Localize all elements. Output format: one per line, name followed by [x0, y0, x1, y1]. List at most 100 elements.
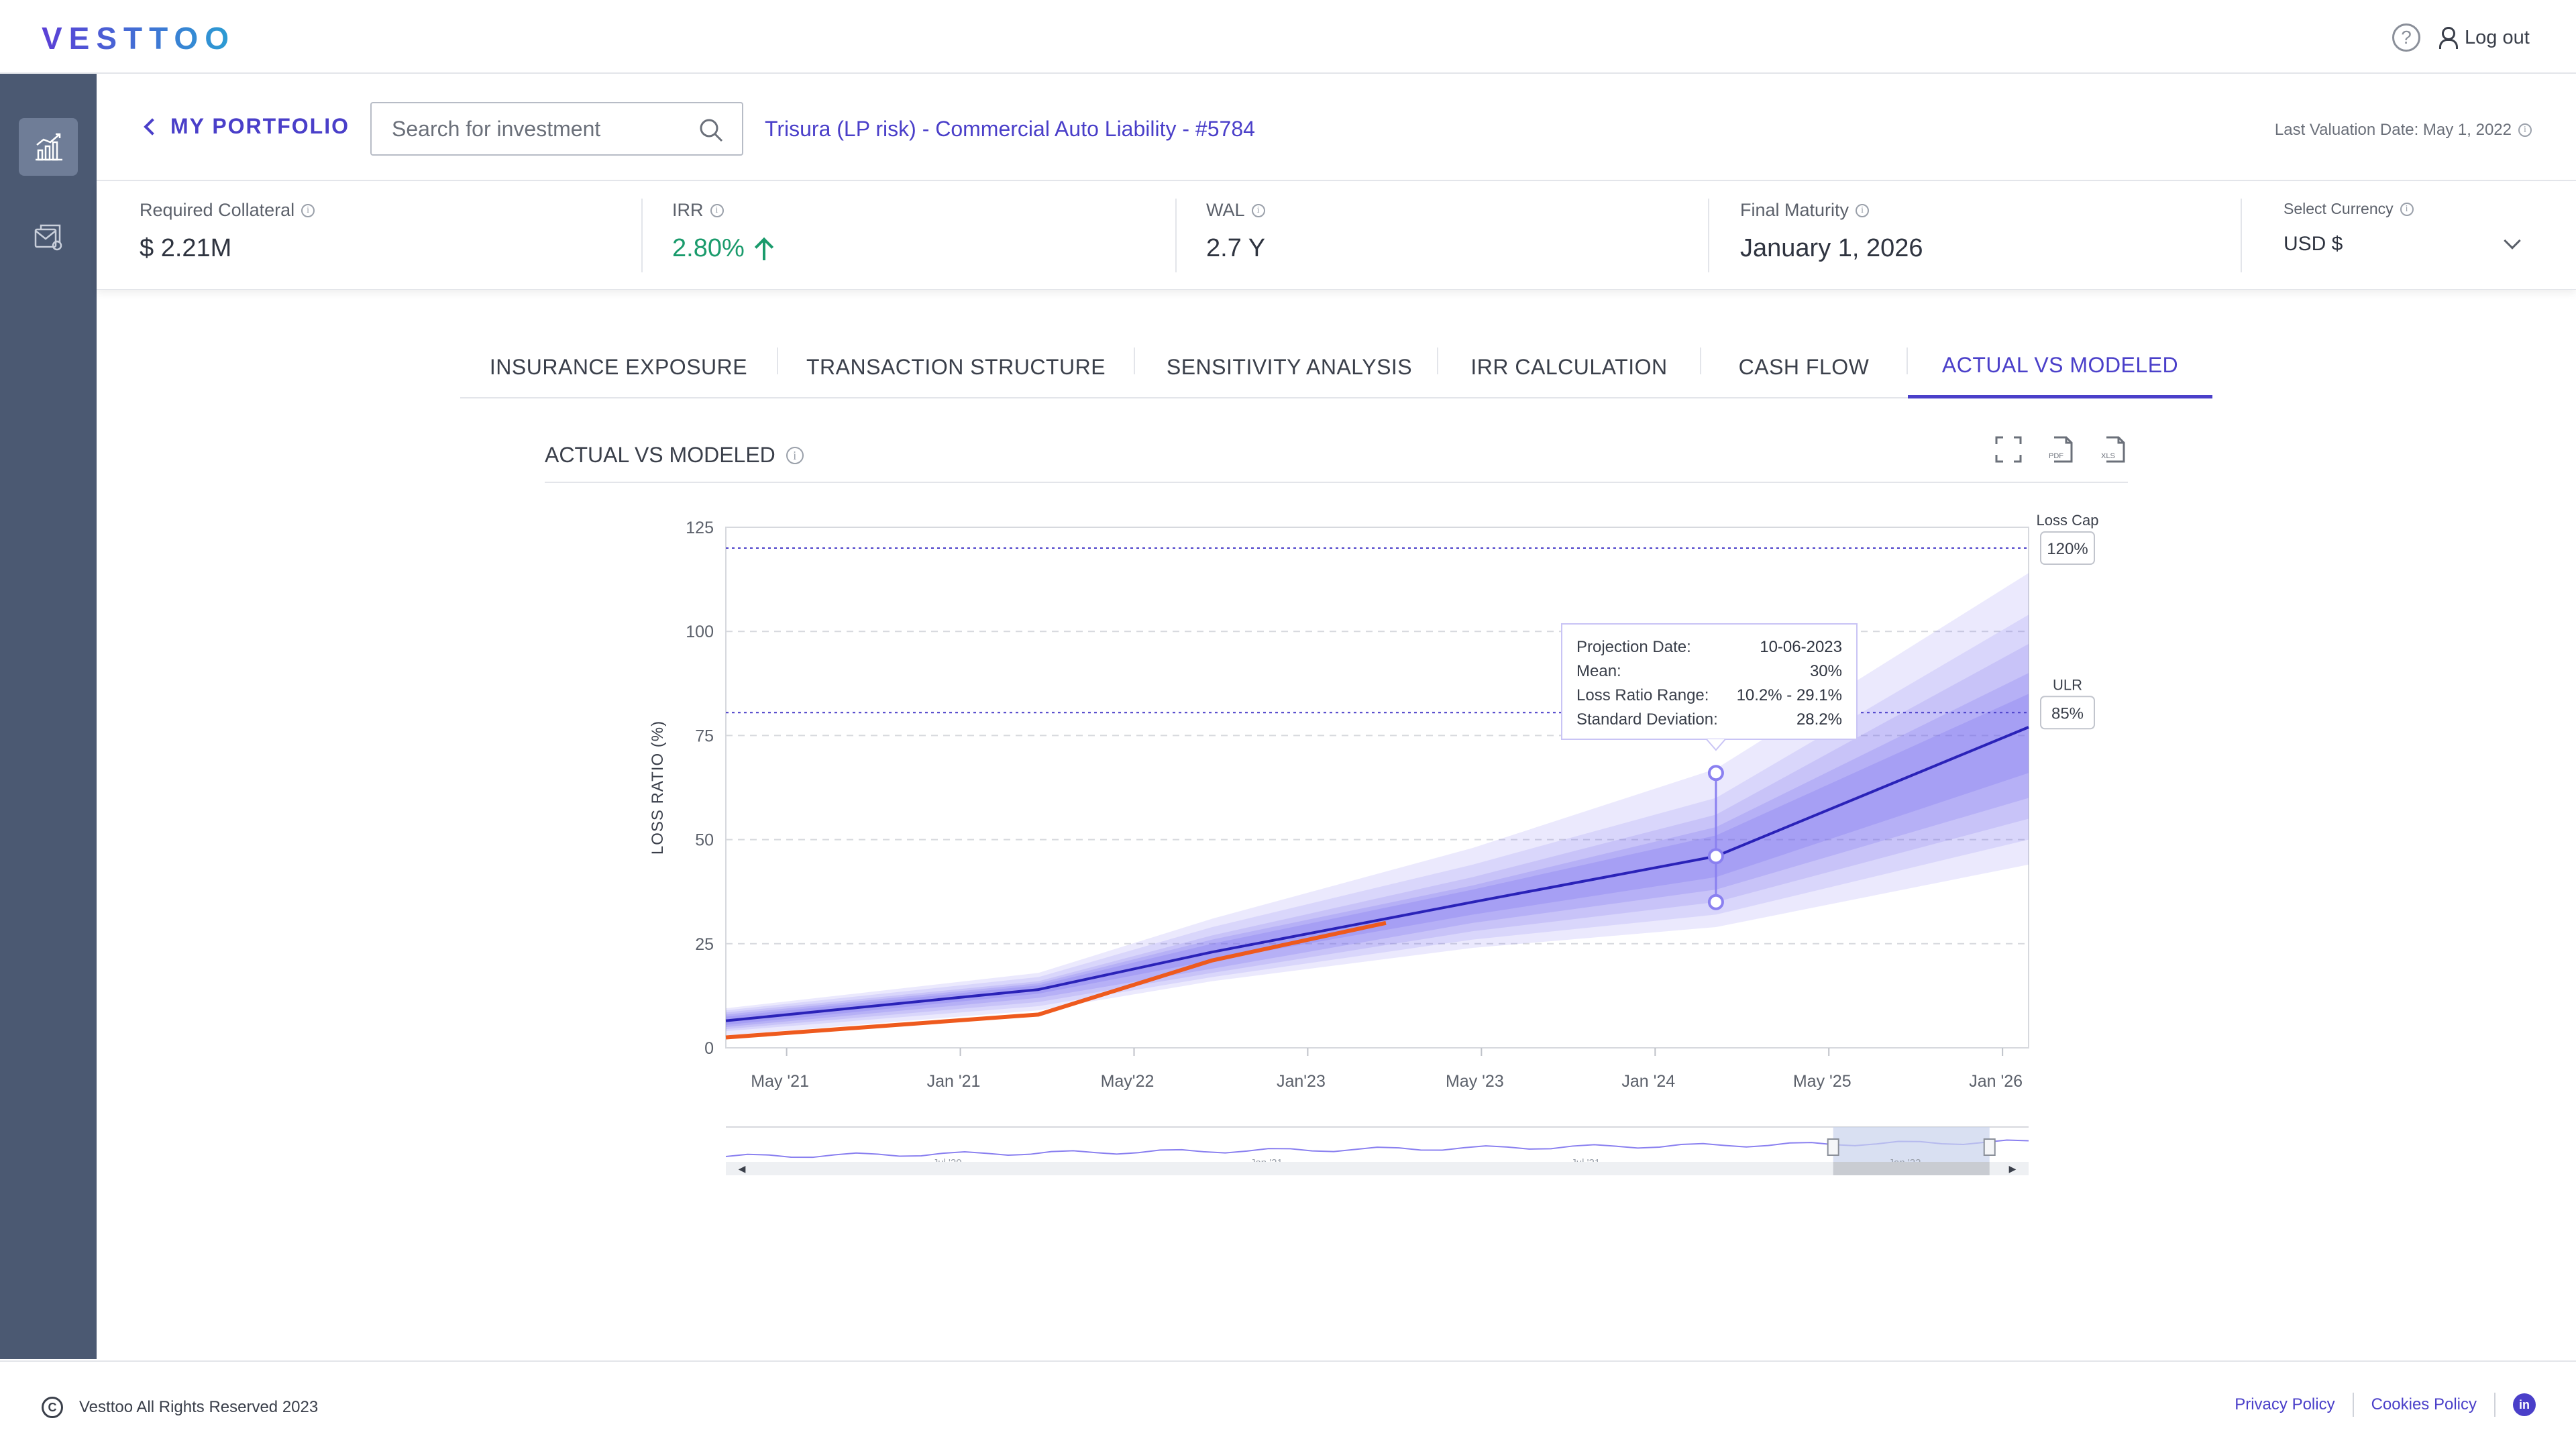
metric-value: 2.80%: [672, 234, 774, 263]
tooltip-label: Projection Date:: [1576, 638, 1691, 656]
y-tick-label: 50: [695, 831, 714, 850]
tab-transaction-structure[interactable]: TRANSACTION STRUCTURE: [806, 354, 1106, 379]
divider: [1175, 199, 1177, 272]
investment-title-link[interactable]: Trisura (LP risk) - Commercial Auto Liab…: [765, 117, 1255, 141]
reference-line-label: Loss Cap: [2037, 512, 2099, 529]
copyright-icon: C: [42, 1397, 63, 1418]
sidebar: [0, 74, 97, 1359]
confidence-band: [726, 673, 2029, 1027]
sidebar-item-analytics[interactable]: [19, 118, 78, 176]
fullscreen-icon[interactable]: [1994, 435, 2023, 464]
tab-actual-vs-modeled[interactable]: ACTUAL VS MODELED: [1908, 335, 2212, 398]
info-icon[interactable]: i: [2400, 202, 2414, 216]
y-tick-label: 125: [686, 519, 714, 537]
reference-line-label: ULR: [2053, 676, 2082, 693]
tooltip-value: 28.2%: [1796, 710, 1842, 729]
pdf-export-icon[interactable]: PDF: [2046, 435, 2076, 464]
y-tick-label: 25: [695, 935, 714, 954]
sidebar-item-documents[interactable]: [19, 208, 78, 266]
series-line: [725, 920, 1387, 1040]
tab-separator: [777, 347, 778, 374]
help-circle-icon[interactable]: ?: [2392, 23, 2420, 52]
navigator-handle: [1827, 1138, 1839, 1156]
navigator-scrollbar: [726, 1162, 2029, 1175]
y-tick-label: 100: [686, 623, 714, 641]
metric-value: January 1, 2026: [1740, 234, 1923, 262]
x-tick-label: May '25: [1793, 1072, 1851, 1091]
back-to-portfolio-link[interactable]: MY PORTFOLIO: [144, 114, 350, 139]
tooltip-pointer: [1706, 739, 1726, 751]
info-icon[interactable]: i: [710, 203, 724, 217]
privacy-policy-link[interactable]: Privacy Policy: [2235, 1395, 2335, 1413]
search-field[interactable]: [370, 102, 743, 156]
navigator-series: [725, 1139, 2029, 1159]
scroll-right-arrow: ▶: [2009, 1163, 2017, 1174]
divider: [2352, 1393, 2354, 1417]
footer-links: Privacy Policy Cookies Policy in: [2217, 1393, 2536, 1417]
x-tick-label: Jan '21: [927, 1072, 981, 1091]
divider: [2241, 199, 2242, 272]
metric-value: $ 2.21M: [140, 234, 232, 262]
tab-sensitivity-analysis[interactable]: SENSITIVITY ANALYSIS: [1166, 354, 1413, 379]
tab-cash-flow[interactable]: CASH FLOW: [1738, 354, 1870, 379]
tab-bar: INSURANCE EXPOSURE TRANSACTION STRUCTURE…: [460, 335, 2212, 398]
plot-area: [725, 527, 2029, 1049]
chart-title: ACTUAL VS MODELED i: [545, 443, 804, 468]
tab-insurance-exposure[interactable]: INSURANCE EXPOSURE: [489, 354, 748, 379]
search-icon[interactable]: [698, 117, 724, 144]
svg-text:XLS: XLS: [2101, 452, 2115, 460]
info-icon[interactable]: i: [1856, 203, 1870, 217]
x-tick-label: Jan '24: [1621, 1072, 1675, 1091]
svg-text:PDF: PDF: [2049, 452, 2063, 460]
logout-button[interactable]: Log out: [2438, 24, 2530, 51]
reference-line-badge: [2040, 696, 2095, 730]
vesttoo-logo[interactable]: VESTTOO: [42, 21, 235, 56]
footer: C Vesttoo All Rights Reserved 2023 Priva…: [0, 1360, 2576, 1449]
scroll-left-arrow: ◀: [739, 1163, 746, 1174]
chart-title-text: ACTUAL VS MODELED: [545, 443, 775, 467]
info-icon[interactable]: i: [2518, 123, 2532, 137]
y-axis-label: LOSS RATIO (%): [649, 720, 667, 855]
xls-export-icon[interactable]: XLS: [2098, 435, 2128, 464]
irr-value: 2.80%: [672, 234, 745, 262]
actual-vs-modeled-chart[interactable]: 0 25 50 75 100 125 LOSS RATIO (%) Loss Cap 120% U…: [604, 510, 2147, 1194]
divider: [641, 199, 643, 272]
linkedin-icon[interactable]: in: [2513, 1393, 2536, 1416]
last-valuation-date: Last Valuation Date: May 1, 2022 i: [2275, 121, 2532, 140]
x-tick-label: Jan '26: [1969, 1072, 2023, 1091]
tab-separator: [1134, 347, 1135, 374]
info-icon[interactable]: i: [786, 446, 804, 464]
confidence-band: [726, 694, 2029, 1025]
tab-irr-calculation[interactable]: IRR CALCULATION: [1470, 354, 1668, 379]
x-tick-label: Jan'23: [1277, 1072, 1326, 1091]
search-input[interactable]: [372, 103, 687, 154]
arrow-up-icon: [754, 237, 774, 260]
highlight-point: [1707, 894, 1724, 910]
currency-dropdown[interactable]: USD $: [2284, 232, 2525, 256]
series-line: [725, 726, 2029, 1022]
highlight-point: [1707, 765, 1724, 782]
metric-wal: WAL i 2.7 Y: [1206, 200, 1265, 274]
metric-label: WAL: [1206, 200, 1245, 220]
metric-final-maturity: Final Maturity i January 1, 2026: [1740, 200, 1923, 274]
currency-selector: Select Currency i USD $: [2284, 200, 2525, 274]
chevron-left-icon: [144, 117, 161, 136]
info-icon[interactable]: i: [1251, 203, 1265, 217]
reference-line-badge-text: 85%: [2051, 704, 2084, 722]
documents-icon: [34, 224, 62, 251]
copyright-text: Vesttoo All Rights Reserved 2023: [79, 1398, 319, 1416]
bar-chart-icon: [36, 133, 62, 161]
tooltip-value: 30%: [1810, 662, 1842, 680]
metrics-bar: Required Collateral i $ 2.21M IRR i 2.80% …: [97, 182, 2576, 290]
metric-label: Required Collateral: [140, 200, 295, 220]
info-icon[interactable]: i: [301, 203, 315, 217]
y-tick-label: 0: [704, 1039, 714, 1058]
cookies-policy-link[interactable]: Cookies Policy: [2371, 1395, 2477, 1413]
reference-line-badge: [2040, 531, 2095, 566]
confidence-band: [726, 614, 2029, 1032]
tooltip-label: Standard Deviation:: [1576, 710, 1718, 729]
x-tick-label: May'22: [1101, 1072, 1155, 1091]
tooltip-label: Mean:: [1576, 662, 1621, 680]
metric-value: 2.7 Y: [1206, 234, 1266, 262]
tooltip-box: [1561, 623, 1858, 740]
